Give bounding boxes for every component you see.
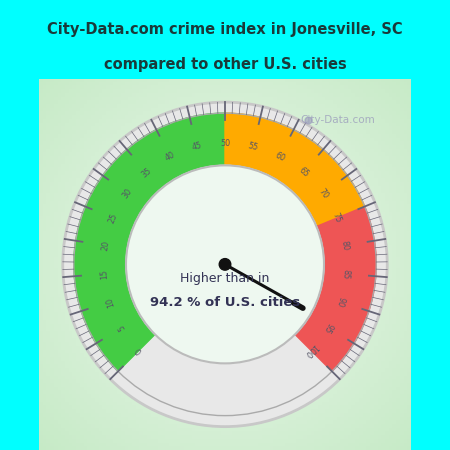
Text: 10: 10 — [104, 296, 116, 308]
Text: 94.2 % of U.S. cities: 94.2 % of U.S. cities — [150, 297, 300, 310]
Text: 50: 50 — [220, 139, 230, 148]
Text: City-Data.com crime index in Jonesville, SC: City-Data.com crime index in Jonesville,… — [47, 22, 403, 37]
Text: 45: 45 — [191, 141, 203, 152]
Text: 25: 25 — [107, 212, 119, 225]
Text: 60: 60 — [274, 150, 287, 163]
Text: 65: 65 — [297, 166, 310, 179]
Text: 5: 5 — [117, 323, 127, 332]
Wedge shape — [295, 207, 376, 371]
Text: compared to other U.S. cities: compared to other U.S. cities — [104, 57, 346, 72]
Text: 70: 70 — [316, 186, 329, 200]
Circle shape — [126, 166, 324, 364]
Text: 100: 100 — [302, 342, 319, 358]
Text: Higher than in: Higher than in — [180, 272, 270, 285]
Text: 20: 20 — [100, 240, 111, 251]
Text: 40: 40 — [163, 150, 176, 163]
Circle shape — [63, 102, 387, 427]
Text: 95: 95 — [322, 321, 335, 334]
Text: 15: 15 — [99, 269, 109, 279]
Wedge shape — [225, 113, 365, 226]
Text: 85: 85 — [341, 269, 351, 279]
Circle shape — [219, 259, 231, 270]
Text: 90: 90 — [334, 296, 346, 308]
Text: 55: 55 — [247, 141, 259, 152]
Text: City-Data.com: City-Data.com — [301, 115, 375, 125]
Text: 30: 30 — [121, 187, 134, 200]
Text: 0: 0 — [135, 345, 144, 355]
Text: 35: 35 — [140, 166, 153, 179]
Text: 80: 80 — [339, 240, 350, 251]
Wedge shape — [74, 113, 225, 371]
Text: 75: 75 — [331, 212, 343, 225]
